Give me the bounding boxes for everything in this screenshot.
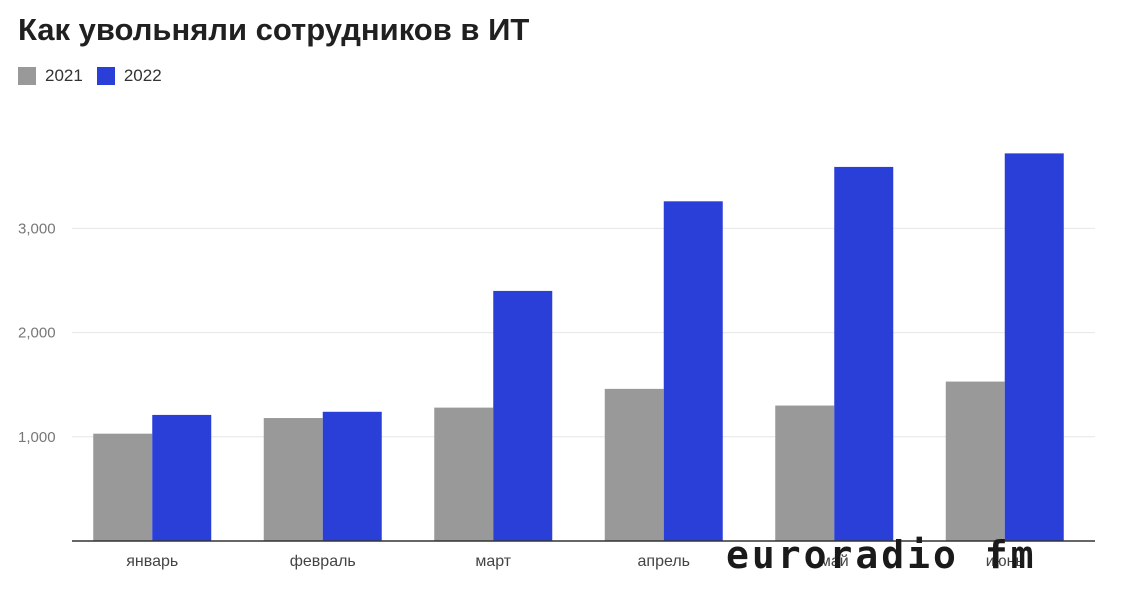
x-tick-label-5: июнь [986, 553, 1024, 570]
legend-item-2021: 2021 [18, 66, 83, 86]
bar-2022-5 [1004, 153, 1064, 541]
legend-swatch-2021 [18, 67, 36, 85]
x-tick-label-3: апрель [638, 553, 691, 570]
x-tick-label-4: май [820, 553, 849, 570]
y-tick-label-3000: 3,000 [18, 220, 56, 237]
bar-2021-0 [93, 433, 153, 541]
bar-2021-2 [434, 407, 494, 541]
x-tick-label-0: январь [126, 553, 178, 570]
bar-2021-3 [604, 388, 664, 541]
legend-label-2021: 2021 [45, 66, 83, 85]
legend: 2021 2022 [18, 66, 176, 86]
bar-2022-4 [834, 166, 894, 541]
bar-2022-3 [663, 201, 723, 542]
bar-2021-4 [775, 405, 835, 541]
legend-label-2022: 2022 [123, 66, 162, 85]
bar-2022-1 [322, 411, 382, 541]
bar-2022-0 [152, 414, 212, 541]
euroradio-watermark-logo: euroradio fm [726, 533, 1037, 577]
y-tick-label-1000: 1,000 [18, 429, 56, 446]
bar-2022-2 [493, 290, 553, 541]
y-tick-label-2000: 2,000 [18, 325, 56, 342]
x-tick-label-2: март [475, 553, 511, 570]
bar-2021-5 [945, 381, 1005, 541]
legend-swatch-2022 [96, 67, 115, 85]
bar-2021-1 [263, 418, 323, 541]
legend-item-2022: 2022 [96, 66, 162, 86]
x-tick-label-1: февраль [290, 553, 356, 570]
chart-title: Как увольняли сотрудников в ИТ [18, 12, 530, 47]
